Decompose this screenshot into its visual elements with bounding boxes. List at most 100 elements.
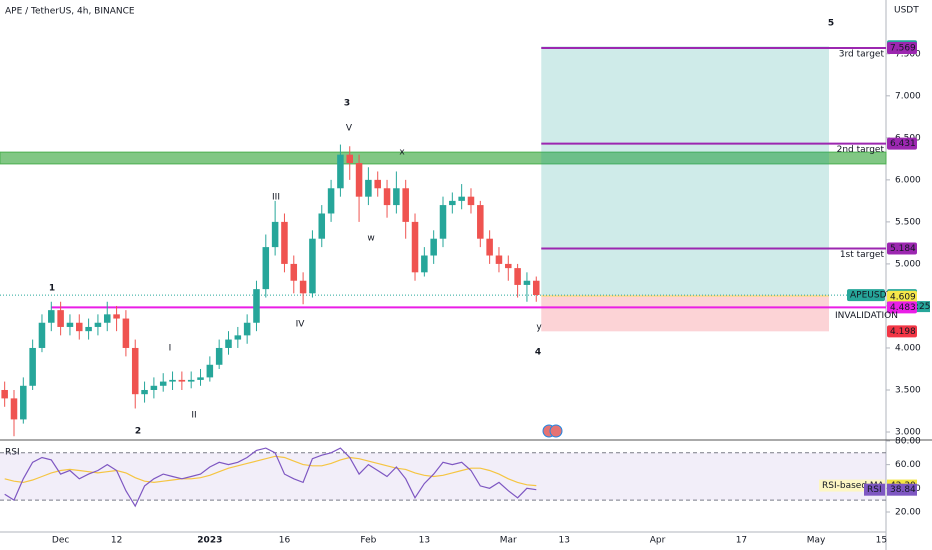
candle-body xyxy=(262,247,270,290)
y-tick-label: 7.000 xyxy=(895,91,921,101)
y-tick-label: 4.000 xyxy=(895,343,921,353)
candle-body xyxy=(281,221,288,264)
candle-body xyxy=(10,398,18,420)
price-tag xyxy=(887,41,917,54)
candle-body xyxy=(169,379,176,382)
candle-body xyxy=(187,379,195,382)
x-tick-label: 15 xyxy=(876,536,887,546)
wave-label: 1 xyxy=(49,284,55,294)
x-tick-label: Apr xyxy=(650,536,666,546)
candle-body xyxy=(327,188,335,214)
price-tag-label: 4.198 xyxy=(890,327,916,337)
candle-body xyxy=(141,389,148,395)
wave-label: II xyxy=(191,411,196,421)
candle-body xyxy=(197,377,204,380)
candle-body xyxy=(365,179,372,197)
candle-body xyxy=(477,205,484,239)
rsi-line xyxy=(4,447,537,508)
candle-body xyxy=(355,163,363,197)
candle-body xyxy=(85,326,92,332)
candle-body xyxy=(495,255,503,264)
candle-body xyxy=(486,238,493,256)
candle-body xyxy=(271,221,279,248)
x-tick-label: 13 xyxy=(559,536,570,546)
candle-body xyxy=(383,188,391,206)
candle-body xyxy=(178,379,186,382)
candle-body xyxy=(113,314,120,319)
candle-body xyxy=(458,196,465,201)
price-tag xyxy=(887,325,917,338)
candle-body xyxy=(318,213,326,239)
y-tick-label: 3.000 xyxy=(895,428,921,438)
target-label: 1st target xyxy=(840,250,885,260)
wave-label: V xyxy=(346,124,353,134)
series-name-tag xyxy=(864,483,885,496)
rsi-tick-label: 20.00 xyxy=(895,507,921,517)
candle-body xyxy=(159,381,167,386)
candle-body xyxy=(393,188,400,206)
target-label: 3rd target xyxy=(839,49,885,59)
price-tag xyxy=(887,137,917,150)
candle-body xyxy=(290,263,298,281)
candle-body xyxy=(439,205,447,239)
supply-zone xyxy=(0,151,887,165)
wave-label: III xyxy=(272,193,280,203)
x-tick-label: Feb xyxy=(360,536,376,546)
candle-body xyxy=(150,385,158,390)
symbol-tag xyxy=(847,289,885,302)
event-icon[interactable] xyxy=(549,424,563,438)
candle-body xyxy=(346,154,354,164)
wave-label: 4 xyxy=(535,348,541,358)
candle-body xyxy=(1,389,8,399)
y-tick-label: 6.000 xyxy=(895,175,921,185)
x-tick-label: 16 xyxy=(279,536,291,546)
rsi-tick-label: 60.00 xyxy=(895,460,921,470)
candle-body xyxy=(243,322,251,336)
rsi-title: RSI xyxy=(5,448,20,458)
candle-body xyxy=(20,385,27,420)
unit-label: USDT xyxy=(894,6,919,16)
x-tick-label: 13 xyxy=(419,536,430,546)
candle-body xyxy=(449,200,456,206)
candle-body xyxy=(103,314,111,323)
wave-label: x xyxy=(399,148,405,158)
candle-body xyxy=(532,280,540,296)
loss-area xyxy=(541,295,829,332)
profit-area xyxy=(541,46,829,296)
x-tick-label: May xyxy=(807,536,826,546)
rsi-band xyxy=(0,452,886,501)
candle-body xyxy=(225,339,232,348)
wave-label: 5 xyxy=(828,19,834,29)
price-tag-label: 5.184 xyxy=(890,244,916,254)
candle-body xyxy=(29,347,36,386)
y-tick-label: 5.000 xyxy=(895,259,921,269)
x-tick-label: 2023 xyxy=(197,536,222,546)
price-tag xyxy=(887,242,917,255)
x-tick-label: 12 xyxy=(111,536,122,546)
wave-label: y xyxy=(536,323,542,333)
x-tick-label: Dec xyxy=(52,536,69,546)
symbol-tag-label: APEUSDT xyxy=(850,291,893,301)
candle-body xyxy=(337,154,344,189)
x-tick-label: 17 xyxy=(736,536,747,546)
price-tag-label: 4.483 xyxy=(890,303,916,313)
entry-band xyxy=(541,295,829,297)
chart-title: APE / TetherUS, 4h, BINANCE xyxy=(5,7,135,17)
candle-body xyxy=(215,347,223,365)
candle-body xyxy=(66,322,74,327)
candle-body xyxy=(76,322,83,332)
candle-body xyxy=(122,318,130,348)
y-tick-label: 3.500 xyxy=(895,385,921,395)
candle-body xyxy=(48,310,55,323)
candle-body xyxy=(421,255,428,273)
wave-label: I xyxy=(169,344,172,354)
candle-body xyxy=(253,289,260,323)
candle-body xyxy=(206,364,214,378)
wave-label: 2 xyxy=(135,427,141,437)
candle-body xyxy=(309,238,316,294)
candle-body xyxy=(402,188,409,222)
candle-body xyxy=(514,268,521,285)
candle-body xyxy=(38,322,46,348)
series-name: RSI xyxy=(867,485,882,495)
